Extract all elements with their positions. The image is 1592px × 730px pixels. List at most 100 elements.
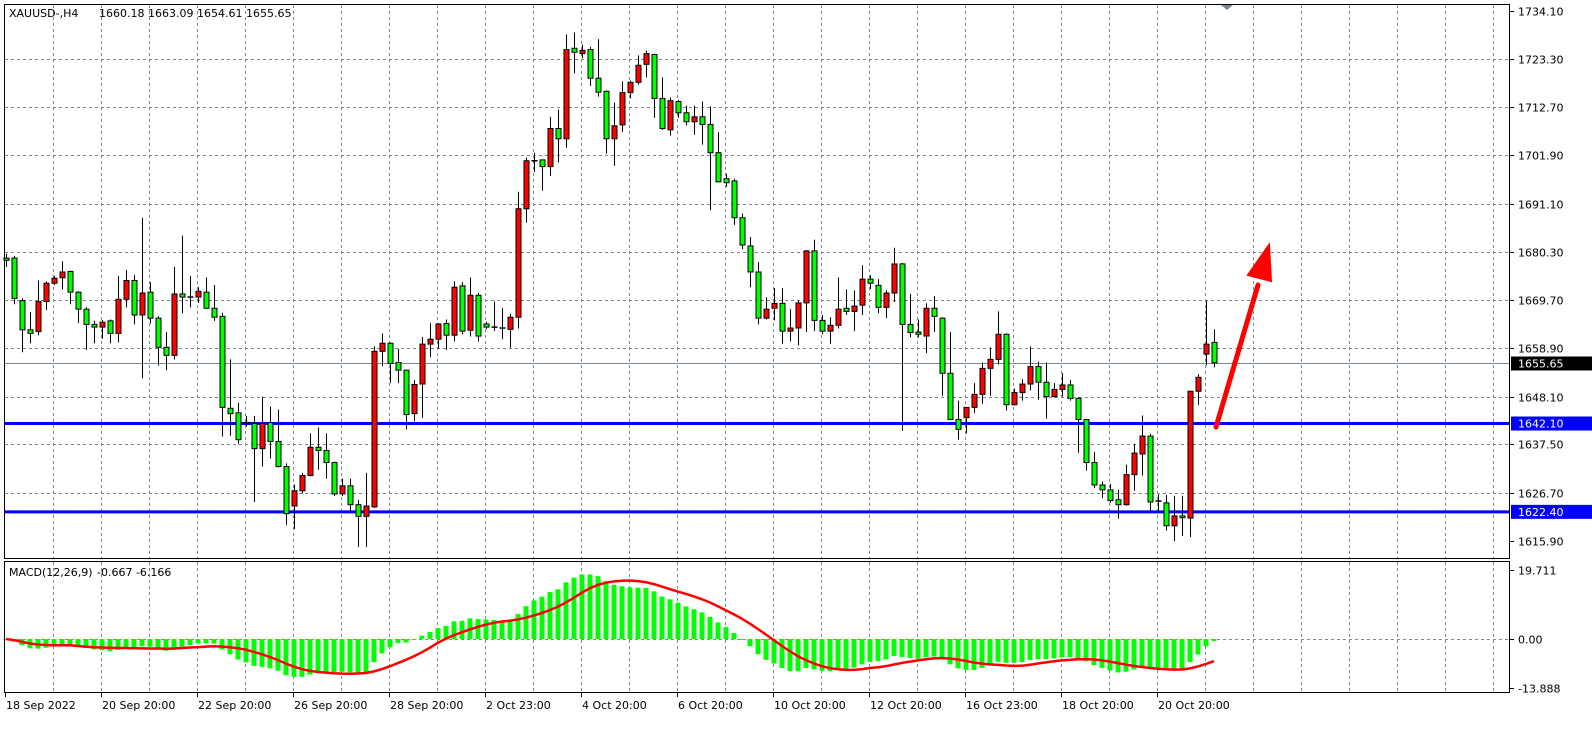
macd-histogram-bar — [1211, 639, 1217, 641]
price-axis-label: 1691.10 — [1518, 199, 1564, 212]
candle-bull — [1051, 388, 1058, 398]
candle-bear — [1091, 462, 1098, 486]
macd-histogram-bar — [1179, 639, 1185, 671]
macd-histogram-bar — [403, 639, 409, 643]
macd-histogram-bar — [955, 639, 961, 669]
candle-bear — [227, 407, 234, 415]
macd-histogram-bar — [539, 596, 545, 639]
macd-histogram-bar — [131, 639, 137, 648]
candle-bull — [923, 307, 930, 337]
candle-bull — [691, 116, 698, 123]
macd-histogram-bar — [99, 639, 105, 651]
macd-histogram-bar — [587, 574, 593, 639]
macd-histogram-bar — [779, 639, 785, 669]
macd-histogram-bar — [355, 639, 361, 674]
candle-bear — [1147, 435, 1154, 503]
candle-bear — [75, 291, 82, 310]
candle-bear — [1083, 418, 1090, 464]
candle-bear — [1211, 341, 1218, 364]
macd-histogram-bar — [107, 639, 113, 652]
macd-values: -0.667 -6.166 — [97, 566, 171, 579]
macd-histogram-bar — [595, 576, 601, 639]
macd-histogram-bar — [691, 609, 697, 639]
candle-bull — [99, 321, 106, 328]
time-axis-label: 12 Oct 20:00 — [870, 699, 942, 712]
candle-bear — [755, 271, 762, 319]
candle-bear — [1075, 397, 1082, 420]
price-axis-label: 1734.10 — [1518, 6, 1564, 19]
candle-bear — [283, 466, 290, 515]
arrow-shaft[interactable] — [1213, 282, 1261, 430]
macd-histogram-bar — [139, 639, 145, 647]
arrow-head-icon[interactable] — [1246, 242, 1273, 283]
macd-histogram-bar — [1011, 639, 1017, 663]
macd-histogram-bar — [603, 581, 609, 639]
macd-histogram-bar — [459, 620, 465, 639]
price-axis-label: 1723.30 — [1518, 54, 1564, 67]
macd-histogram-bar — [939, 639, 945, 660]
candle-bull — [171, 293, 178, 356]
macd-histogram-bar — [195, 639, 201, 644]
candle-bull — [771, 302, 778, 309]
macd-histogram-bar — [699, 612, 705, 639]
macd-histogram-bar — [339, 639, 345, 672]
candle-bull — [515, 208, 522, 318]
candle-bear — [811, 250, 818, 321]
macd-histogram-bar — [147, 639, 153, 647]
macd-histogram-bar — [747, 639, 753, 647]
ohlc-readout: 1660.18 1663.09 1654.61 1655.65 — [99, 7, 291, 20]
candle-bull — [363, 505, 370, 517]
level-price-label: 1622.40 — [1518, 506, 1564, 519]
candle-bear — [1115, 499, 1122, 506]
macd-histogram-bar — [947, 639, 953, 665]
macd-histogram-bar — [707, 616, 713, 639]
candle-bull — [803, 250, 810, 304]
time-axis-label: 16 Oct 23:00 — [966, 699, 1038, 712]
candle-bear — [715, 152, 722, 183]
candle-bull — [891, 263, 898, 294]
price-axis-label: 1637.50 — [1518, 439, 1564, 452]
candle-bear — [83, 308, 90, 325]
candle-bull — [139, 292, 146, 316]
candle-bull — [435, 323, 442, 340]
macd-axis-label: -13.888 — [1518, 683, 1560, 696]
macd-histogram-bar — [915, 639, 921, 659]
macd-histogram-bar — [675, 602, 681, 639]
macd-histogram-bar — [291, 639, 297, 677]
macd-histogram-bar — [1099, 639, 1105, 668]
macd-histogram-bar — [835, 639, 841, 671]
candle-bull — [299, 475, 306, 492]
macd-histogram-bar — [531, 600, 537, 639]
macd-histogram-bar — [683, 606, 689, 639]
time-axis-label: 10 Oct 20:00 — [774, 699, 846, 712]
macd-histogram-bar — [971, 639, 977, 670]
candle-bull — [835, 308, 842, 326]
candle-bull — [859, 278, 866, 306]
macd-histogram-bar — [379, 639, 385, 654]
price-axis-label: 1615.90 — [1518, 536, 1564, 549]
chart-shift-marker-icon[interactable] — [1221, 5, 1233, 10]
candle-bull — [1011, 392, 1018, 406]
macd-histogram-bar — [363, 639, 369, 673]
up-arrow-annotation[interactable] — [1213, 242, 1273, 430]
candle-bear — [163, 346, 170, 356]
candle-bear — [1107, 489, 1114, 502]
macd-histogram-bar — [491, 619, 497, 639]
candle-bull — [195, 290, 202, 298]
candle-bull — [971, 393, 978, 408]
candles — [3, 32, 1218, 547]
candle-bull — [1195, 376, 1202, 392]
macd-histogram-bar — [427, 631, 433, 639]
macd-histogram-bar — [667, 599, 673, 639]
macd-histogram-bar — [1171, 639, 1177, 671]
candle-bear — [179, 293, 186, 298]
macd-histogram-bar — [547, 591, 553, 639]
macd-histogram-bar — [371, 639, 377, 663]
price-axis-label: 1680.30 — [1518, 247, 1564, 260]
macd-histogram-bar — [1003, 639, 1009, 663]
macd-histogram-bar — [75, 639, 81, 647]
macd-histogram-bar — [387, 639, 393, 648]
macd-histogram-bar — [1195, 639, 1201, 655]
candle-bull — [827, 324, 834, 332]
